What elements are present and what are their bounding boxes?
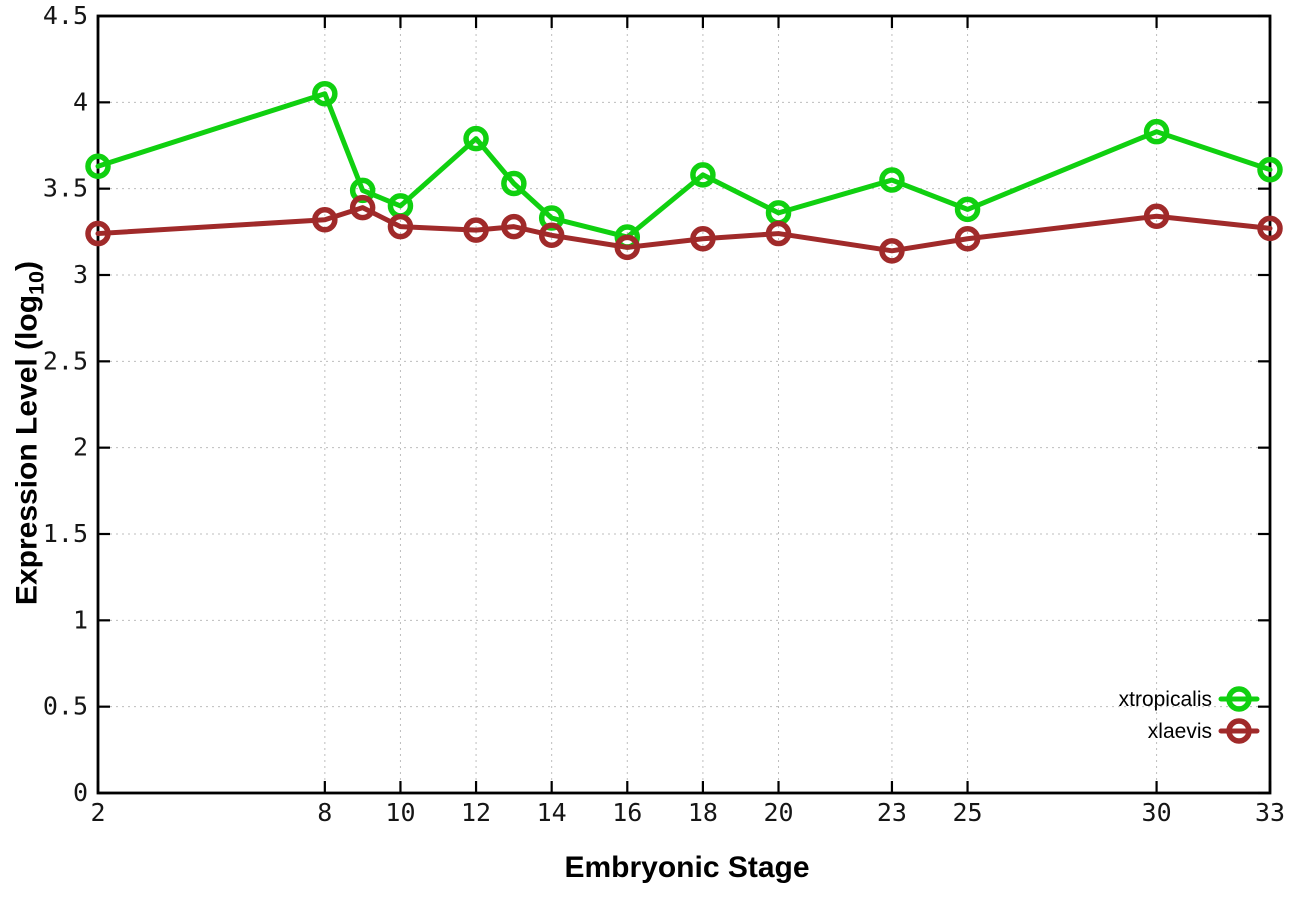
data-point-xtropicalis [463, 125, 489, 152]
y-tick-label: 4 [73, 87, 88, 116]
y-axis-title-subscript: 10 [23, 270, 49, 295]
x-tick-label: 8 [317, 798, 332, 827]
data-point-xtropicalis [85, 153, 111, 179]
x-tick-label: 20 [763, 798, 793, 827]
y-tick-label: 0.5 [43, 692, 88, 721]
data-point-xtropicalis [312, 80, 338, 107]
legend-label-xtropicalis: xtropicalis [1119, 688, 1212, 711]
x-tick-label: 33 [1255, 798, 1285, 827]
y-axis-title: Expression Level (log10) [11, 261, 50, 605]
x-tick-label: 10 [385, 798, 415, 827]
x-tick-label: 23 [877, 798, 907, 827]
x-axis-title: Embryonic Stage [564, 851, 810, 884]
legend-sample-marker-xtropicalis [1226, 686, 1252, 712]
series-line-xlaevis [95, 205, 1273, 254]
data-point-xlaevis [85, 220, 111, 247]
data-point-xlaevis [879, 238, 905, 264]
data-point-xtropicalis [954, 196, 981, 223]
x-tick-label: 18 [688, 798, 718, 827]
data-point-xlaevis [614, 234, 641, 261]
y-axis-title-text: Expression Level (log [10, 294, 44, 606]
y-tick-label: 0 [73, 778, 88, 807]
data-point-xtropicalis [1143, 118, 1170, 145]
plot-border [96, 14, 1272, 795]
data-point-xtropicalis [879, 167, 905, 193]
data-point-xlaevis [1143, 203, 1170, 230]
x-tick-label: 12 [461, 798, 491, 827]
y-tick-label: 1 [73, 605, 88, 634]
x-tick-label: 16 [612, 798, 642, 827]
x-tick-label: 2 [90, 798, 105, 827]
y-tick-label: 2 [73, 433, 88, 462]
data-point-xtropicalis [690, 162, 716, 188]
data-point-xlaevis [1257, 215, 1283, 242]
data-point-xlaevis [387, 213, 414, 240]
data-point-xlaevis [312, 206, 338, 233]
data-point-xlaevis [538, 222, 565, 249]
data-point-xtropicalis [1257, 156, 1283, 183]
y-tick-label: 2.5 [43, 346, 88, 375]
data-point-xlaevis [349, 194, 376, 221]
y-tick-label: 1.5 [43, 519, 88, 548]
y-tick-label: 4.5 [43, 1, 88, 30]
data-point-xlaevis [765, 220, 792, 247]
x-tick-label: 25 [952, 798, 982, 827]
y-tick-label: 3 [73, 260, 88, 289]
x-tick-label: 30 [1142, 798, 1172, 827]
series-line-xtropicalis [95, 91, 1273, 240]
data-point-xlaevis [954, 225, 981, 252]
y-tick-label: 3.5 [43, 174, 88, 203]
legend-label-xlaevis: xlaevis [1148, 720, 1212, 743]
y-axis-title-suffix: ) [10, 260, 44, 271]
data-point-xlaevis [690, 225, 716, 252]
legend-sample-marker-xlaevis [1226, 718, 1252, 744]
data-point-xlaevis [463, 217, 489, 243]
data-point-xlaevis [501, 213, 527, 240]
x-tick-label: 14 [537, 798, 567, 827]
data-point-xtropicalis [501, 170, 527, 197]
